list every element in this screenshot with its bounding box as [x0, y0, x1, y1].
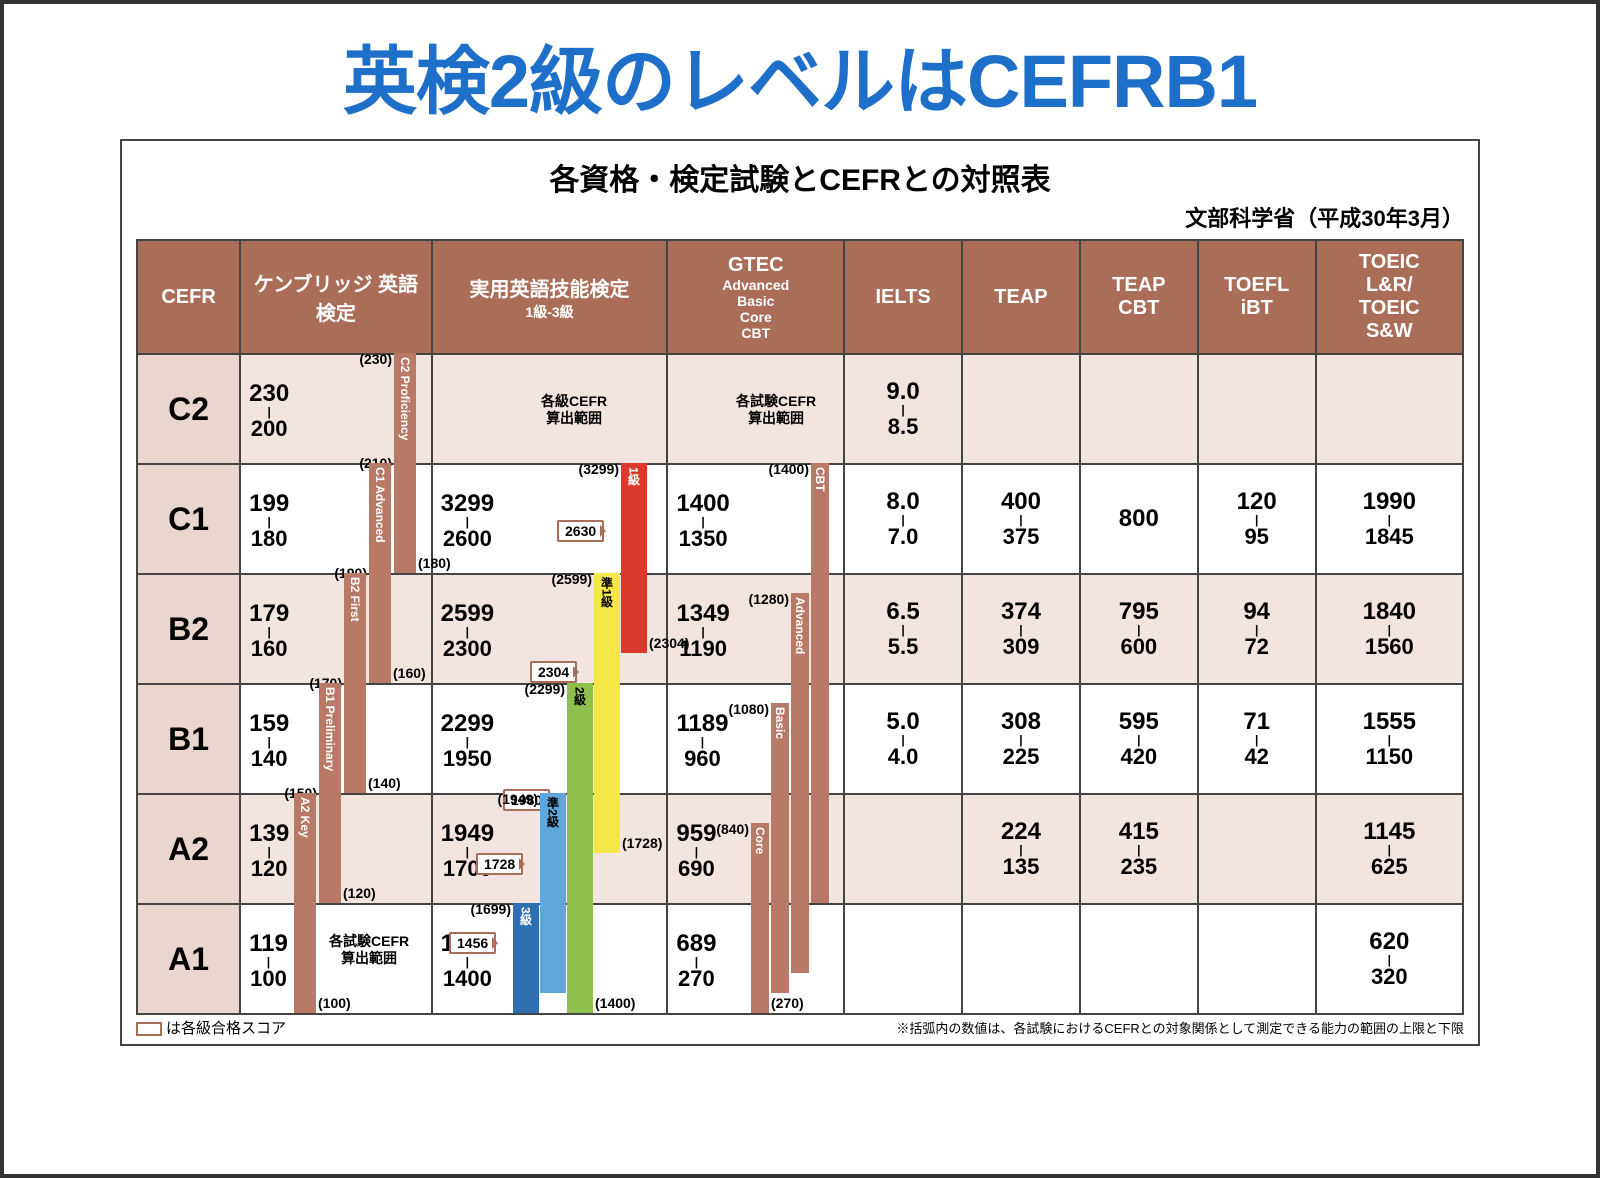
cell-A1-teap	[962, 904, 1080, 1014]
cell-B2-camb: 179|160	[240, 574, 432, 684]
footnote: ※括弧内の数値は、各試験におけるCEFRとの対象関係として測定できる能力の範囲の…	[896, 1018, 1464, 1037]
cell-A2-gtec: 959|690	[667, 794, 844, 904]
cell-B2-ielts: 6.5|5.5	[844, 574, 962, 684]
level-C2: C2	[137, 354, 240, 464]
th-eiken: 実用英語技能検定1級-3級	[432, 240, 668, 354]
footer-row: は各級合格スコア ※括弧内の数値は、各試験におけるCEFRとの対象関係として測定…	[136, 1017, 1464, 1038]
row-B2: B2179|1602599|23001349|11906.5|5.5374|30…	[137, 574, 1463, 684]
cell-A1-camb: 119|100	[240, 904, 432, 1014]
cell-B2-gtec: 1349|1190	[667, 574, 844, 684]
cell-C2-eiken	[432, 354, 668, 464]
cefr-table: CEFR ケンブリッジ 英語検定 実用英語技能検定1級-3級 GTECAdvan…	[136, 239, 1464, 1015]
cell-A2-eiken: 1949|1700	[432, 794, 668, 904]
cell-C2-teap	[962, 354, 1080, 464]
level-A1: A1	[137, 904, 240, 1014]
cell-B1-camb: 159|140	[240, 684, 432, 794]
cell-B1-toefl: 71|42	[1198, 684, 1316, 794]
cell-B1-toeic: 1555|1150	[1316, 684, 1463, 794]
level-B2: B2	[137, 574, 240, 684]
cell-B2-toefl: 94|72	[1198, 574, 1316, 684]
cell-A1-ielts	[844, 904, 962, 1014]
cell-B2-eiken: 2599|2300	[432, 574, 668, 684]
cell-B1-teapcbt: 595|420	[1080, 684, 1198, 794]
level-A2: A2	[137, 794, 240, 904]
chart-source: 文部科学省（平成30年3月）	[136, 201, 1464, 233]
cell-A2-camb: 139|120	[240, 794, 432, 904]
cell-A2-teap: 224|135	[962, 794, 1080, 904]
th-teapcbt: TEAP CBT	[1080, 240, 1198, 354]
cell-B2-toeic: 1840|1560	[1316, 574, 1463, 684]
cell-C1-gtec: 1400|1350	[667, 464, 844, 574]
th-ielts: IELTS	[844, 240, 962, 354]
cell-A1-gtec: 689|270	[667, 904, 844, 1014]
cell-B1-eiken: 2299|1950	[432, 684, 668, 794]
cell-A1-toefl	[1198, 904, 1316, 1014]
cell-A2-teapcbt: 415|235	[1080, 794, 1198, 904]
legend-icon	[136, 1022, 162, 1036]
level-C1: C1	[137, 464, 240, 574]
cell-C2-ielts: 9.0|8.5	[844, 354, 962, 464]
cell-A2-toeic: 1145|625	[1316, 794, 1463, 904]
chart-subtitle: 各資格・検定試験とCEFRとの対照表	[136, 155, 1464, 199]
th-gtec: GTECAdvanced Basic Core CBT	[667, 240, 844, 354]
cell-B1-ielts: 5.0|4.0	[844, 684, 962, 794]
row-C1: C1199|1803299|26001400|13508.0|7.0400|37…	[137, 464, 1463, 574]
cell-C1-ielts: 8.0|7.0	[844, 464, 962, 574]
cell-C1-toeic: 1990|1845	[1316, 464, 1463, 574]
cell-B2-teap: 374|309	[962, 574, 1080, 684]
th-toefl: TOEFL iBT	[1198, 240, 1316, 354]
row-B1: B1159|1402299|19501189|9605.0|4.0308|225…	[137, 684, 1463, 794]
cell-B1-teap: 308|225	[962, 684, 1080, 794]
cell-A2-toefl	[1198, 794, 1316, 904]
chart-frame: 各資格・検定試験とCEFRとの対照表 文部科学省（平成30年3月） CEFR ケ…	[120, 139, 1480, 1046]
cell-B1-gtec: 1189|960	[667, 684, 844, 794]
cell-A1-eiken: 1699|1400	[432, 904, 668, 1014]
th-toeic: TOEIC L&R/ TOEIC S&W	[1316, 240, 1463, 354]
cell-A2-ielts	[844, 794, 962, 904]
th-cefr: CEFR	[137, 240, 240, 354]
legend-text: は各級合格スコア	[166, 1020, 286, 1037]
row-A2: A2139|1201949|1700959|690 224|135415|235 1…	[137, 794, 1463, 904]
cell-C2-toefl	[1198, 354, 1316, 464]
th-teap: TEAP	[962, 240, 1080, 354]
level-B1: B1	[137, 684, 240, 794]
cell-A1-teapcbt	[1080, 904, 1198, 1014]
cell-A1-toeic: 620|320	[1316, 904, 1463, 1014]
cell-C2-gtec	[667, 354, 844, 464]
page-title: 英検2級のレベルはCEFRB1	[4, 4, 1596, 139]
cell-C2-toeic	[1316, 354, 1463, 464]
row-C2: C2230|200 9.0|8.5	[137, 354, 1463, 464]
th-cambridge: ケンブリッジ 英語検定	[240, 240, 432, 354]
cell-C1-teap: 400|375	[962, 464, 1080, 574]
cell-C1-camb: 199|180	[240, 464, 432, 574]
cell-C2-teapcbt	[1080, 354, 1198, 464]
header-row: CEFR ケンブリッジ 英語検定 実用英語技能検定1級-3級 GTECAdvan…	[137, 240, 1463, 354]
cell-C1-eiken: 3299|2600	[432, 464, 668, 574]
cell-C1-teapcbt: 800	[1080, 464, 1198, 574]
cell-B2-teapcbt: 795|600	[1080, 574, 1198, 684]
cell-C1-toefl: 120|95	[1198, 464, 1316, 574]
cell-C2-camb: 230|200	[240, 354, 432, 464]
row-A1: A1119|1001699|1400689|270 620|320	[137, 904, 1463, 1014]
